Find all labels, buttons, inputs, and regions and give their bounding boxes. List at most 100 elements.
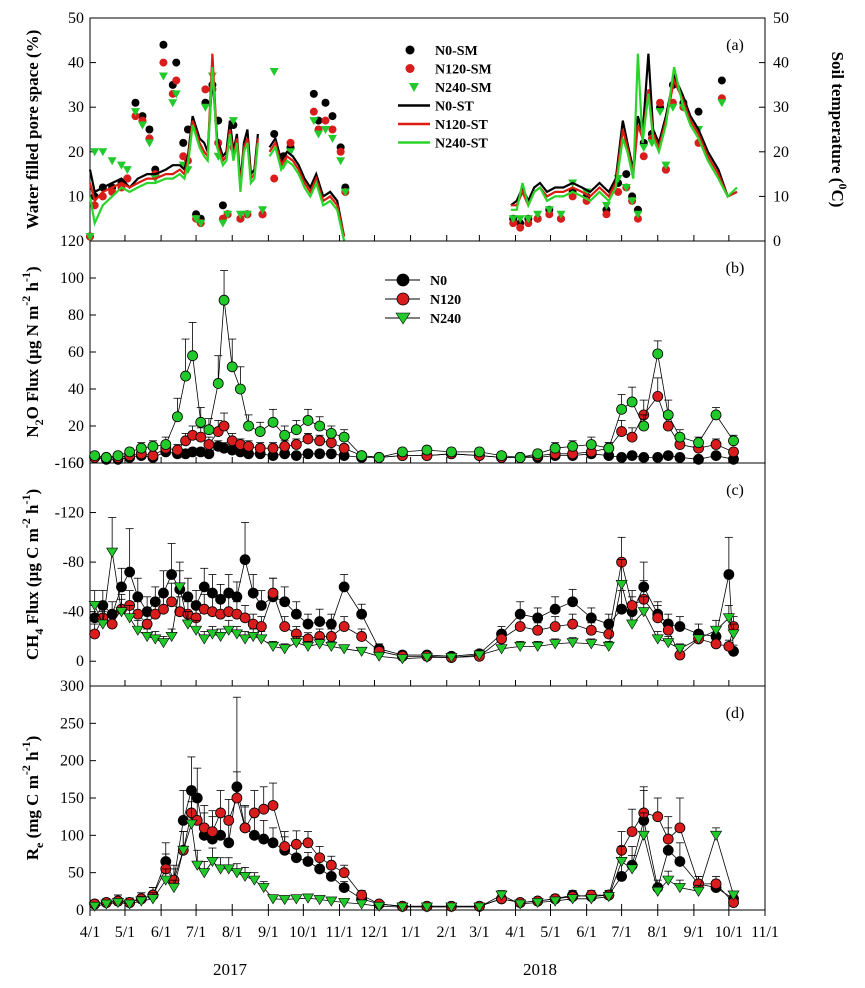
data-point [338,867,350,879]
data-point [145,125,154,134]
y-tick-label: -40 [63,604,84,621]
series-N120 [89,536,739,663]
data-point [301,893,315,904]
data-point [243,420,254,432]
legend-swatch [396,273,410,287]
series-N240 [88,801,740,913]
data-point [191,860,204,871]
data-point [356,450,368,462]
data-point [286,138,295,147]
data-point [585,639,598,650]
data-point [309,117,319,126]
data-point [177,845,190,856]
data-point [327,134,337,143]
data-point [338,621,350,632]
data-point [309,89,318,98]
data-point [239,612,251,624]
data-point [131,98,140,107]
data-point [722,613,735,624]
data-point [111,898,125,909]
panel-c: 0 -40 -80 -120 -160 (c) CH4 Flux (µg C m-2 h-1… [19,455,766,687]
x-tick-label: 2/1 [437,924,457,941]
data-point [146,894,159,905]
data-point [171,90,181,99]
data-point [231,792,243,804]
y-label-part: R [23,847,42,860]
series-N240 [89,270,739,463]
data-point [373,901,386,912]
legend-swatch [405,64,415,73]
y-label-part: ) [23,736,42,742]
data-point [195,431,207,443]
data-point [266,641,280,652]
y-label-part: 4 [32,629,46,635]
data-point [396,902,409,913]
data-point [585,439,597,450]
data-point [302,448,314,460]
data-point [728,435,739,447]
data-point [112,450,124,462]
data-point [710,878,722,890]
data-point [652,452,664,463]
y-right-label-end: C) [828,189,847,207]
data-point [248,807,260,819]
data-point [616,603,628,615]
y-tick-label: 0 [76,902,84,919]
data-point [167,883,180,894]
data-point [473,650,486,661]
x-tick-label: 7/1 [611,924,631,941]
data-point [693,437,704,449]
data-point [549,896,562,907]
panel-label: (b) [726,260,745,277]
data-point [185,819,198,830]
data-point [258,206,268,215]
y-tick-label: 20 [68,418,84,435]
data-point [373,651,386,662]
data-point [325,618,337,630]
data-point [286,148,296,157]
series-N0-SM [86,40,726,241]
data-point [723,640,735,652]
data-point [212,378,224,389]
y-right-tick-label: 20 [773,144,789,161]
data-point [290,439,302,450]
data-point [602,210,611,219]
legend-label: N0 [430,274,447,289]
y-label-part: h [23,751,42,765]
data-point [158,603,169,615]
data-point [181,619,194,630]
data-point [514,641,527,652]
data-point [248,875,261,886]
data-point [122,166,132,175]
data-point [325,896,338,907]
data-point [206,857,219,867]
data-point [267,587,279,599]
legend-swatch [395,312,411,325]
data-point [652,348,664,360]
data-point [90,148,100,157]
data-point [141,618,153,630]
data-point [567,440,579,452]
data-point [338,882,350,893]
data-point [637,607,650,618]
legend-label: N120 [430,293,461,308]
data-point [673,883,686,894]
data-point [566,894,579,905]
data-point [290,852,302,864]
data-point [149,634,162,645]
y-tick-label: 100 [60,827,84,844]
data-point [328,112,337,121]
y-label-part: Flux (µg C m [23,528,42,628]
data-point [207,826,218,837]
data-point [258,833,270,845]
data-point [218,201,227,210]
x-tick-label: 11/1 [751,924,779,941]
y-tick-label: 60 [68,344,84,361]
y-right-tick-label: 0 [773,233,781,250]
y-tick-label: 120 [60,233,84,250]
data-point [223,815,235,826]
data-point [710,450,722,462]
data-point [223,837,235,849]
data-point [191,215,201,224]
data-point [243,440,254,452]
